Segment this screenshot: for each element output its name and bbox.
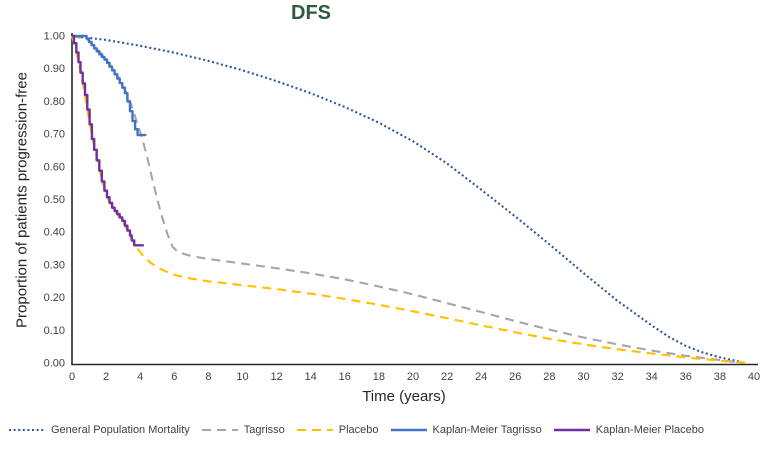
series-kaplan-meier-tagrisso (72, 34, 147, 137)
x-tick-label: 16 (339, 371, 351, 383)
x-tick-label: 10 (236, 371, 248, 383)
chart-title: DFS (291, 2, 331, 24)
tagrisso-line-sample-icon (201, 428, 238, 432)
series-tagrisso (71, 34, 744, 365)
legend-label: Tagrisso (243, 424, 285, 436)
y-tick-label: 0.20 (44, 292, 65, 304)
y-tick-label: 0.80 (44, 96, 65, 108)
series-kaplan-meier-placebo (72, 34, 144, 247)
x-tick-label: 40 (748, 371, 760, 383)
y-tick-label: 0.50 (44, 194, 65, 206)
legend-label: General Population Mortality (51, 424, 190, 436)
x-tick-label: 34 (646, 371, 658, 383)
x-axis-title: Time (years) (362, 388, 446, 405)
y-axis-title: Proportion of patients progression-free (13, 72, 31, 328)
series-general-population-mortality (71, 34, 745, 364)
x-tick-label: 14 (305, 371, 317, 383)
y-tick-label: 0.40 (44, 227, 65, 239)
x-tick-label: 18 (373, 371, 385, 383)
y-tick-label: 0.70 (44, 129, 65, 141)
legend-item-general-population-mortality: General Population Mortality (8, 424, 190, 436)
x-tick-label: 38 (714, 371, 726, 383)
legend-item-placebo: Placebo (296, 424, 379, 436)
x-tick-label: 4 (137, 371, 143, 383)
general-population-mortality-line-sample-icon (9, 428, 45, 432)
y-tick-label: 0.90 (44, 63, 65, 75)
y-tick-label: 0.10 (44, 325, 65, 337)
x-tick-label: 6 (171, 371, 177, 383)
plot-svg: 0 2 4 6 8 10 12 14 16 18 20 22 24 26 28 30 32 34 36 38 400.0… (44, 31, 761, 384)
x-tick-label: 8 (205, 371, 211, 383)
kaplan-meier-placebo-line-sample-icon (553, 428, 590, 432)
legend: General Population Mortality Tagrisso Plac… (8, 424, 760, 436)
y-tick-label: 0.30 (44, 259, 65, 271)
legend-item-kaplan-meier-placebo: Kaplan-Meier Placebo (553, 424, 704, 436)
x-tick-label: 20 (407, 371, 419, 383)
series-placebo (70, 35, 749, 365)
legend-label: Placebo (338, 424, 379, 436)
x-tick-label: 22 (441, 371, 453, 383)
placebo-line-sample-icon (296, 428, 333, 432)
x-tick-label: 2 (103, 371, 109, 383)
legend-label: Kaplan-Meier Tagrisso (432, 424, 542, 436)
y-tick-label: 1.00 (44, 31, 65, 43)
x-tick-label: 12 (270, 371, 282, 383)
kaplan-meier-tagrisso-line-sample-icon (390, 428, 427, 432)
y-tick-label: 0.60 (44, 161, 65, 173)
legend-item-kaplan-meier-tagrisso: Kaplan-Meier Tagrisso (390, 424, 542, 436)
x-tick-label: 30 (577, 371, 589, 383)
x-tick-label: 28 (543, 371, 555, 383)
x-tick-label: 36 (680, 371, 692, 383)
legend-item-tagrisso: Tagrisso (201, 424, 285, 436)
x-tick-label: 32 (611, 371, 623, 383)
x-tick-label: 0 (69, 371, 75, 383)
x-tick-label: 26 (509, 371, 521, 383)
x-tick-label: 24 (475, 371, 487, 383)
y-tick-label: 0.00 (44, 358, 65, 370)
legend-label: Kaplan-Meier Placebo (595, 424, 705, 436)
